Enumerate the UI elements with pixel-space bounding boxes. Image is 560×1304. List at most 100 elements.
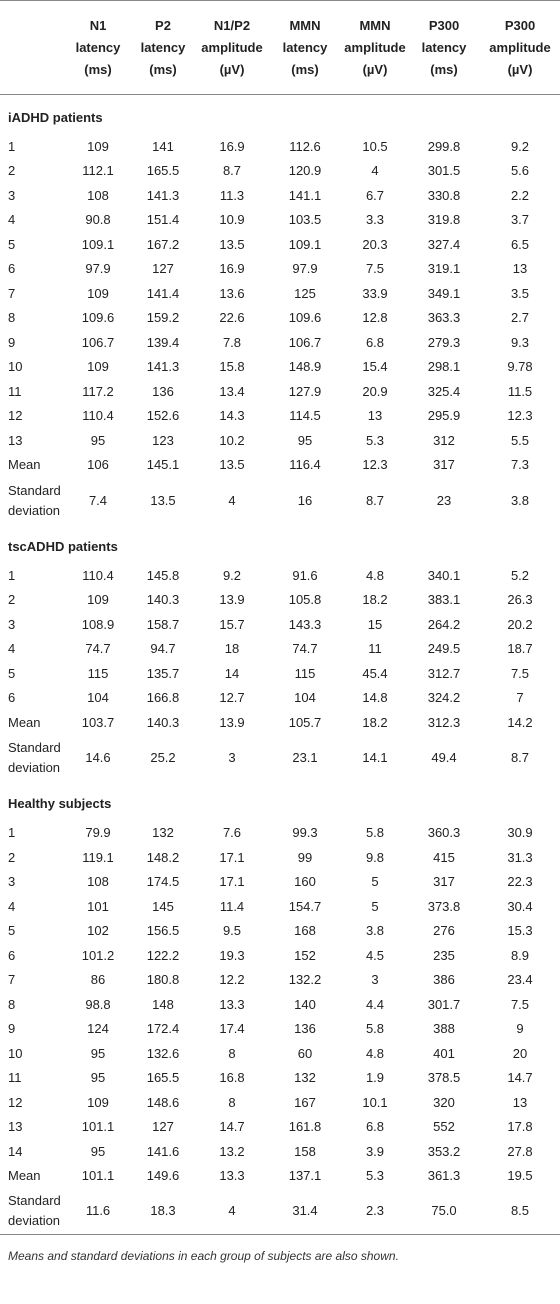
cell: 117.2 [82, 383, 114, 399]
row-label: 14 [8, 1143, 23, 1159]
column-header-line: N1/P2 [213, 17, 251, 33]
cell: 158 [294, 1143, 316, 1159]
cell: 8 [228, 1094, 236, 1110]
cell: 14.3 [219, 408, 245, 424]
cell: 327.4 [427, 236, 461, 252]
cell: 95 [90, 1143, 106, 1159]
cell: 79.9 [85, 825, 111, 841]
column-header-line: (µV) [507, 61, 533, 77]
cell: 6.8 [365, 334, 385, 350]
cell: 15 [367, 616, 383, 632]
cell: 301.7 [427, 996, 461, 1012]
cell: 16.9 [219, 261, 245, 277]
cell: 11.3 [219, 187, 245, 203]
cell: 109 [87, 592, 109, 608]
data-row: 12 110.4 152.6 14.3 114.5 13 295.9 12.3 [0, 404, 560, 429]
cell: 143.3 [288, 616, 322, 632]
cell: 18.2 [362, 714, 388, 730]
cell: 13.9 [219, 592, 245, 608]
cell: 16 [297, 492, 313, 508]
cell: 101.1 [81, 1119, 115, 1135]
cell: 3.5 [510, 285, 530, 301]
row-label: 1 [8, 567, 16, 583]
cell: 3.8 [365, 923, 385, 939]
cell: 98.8 [85, 996, 111, 1012]
cell: 7.3 [510, 457, 530, 473]
cell: 120.9 [288, 163, 322, 179]
data-row: 4 101 145 11.4 154.7 5 373.8 30.4 [0, 895, 560, 920]
column-header: P2 latency (ms) [130, 1, 196, 95]
cell: 27.8 [507, 1143, 533, 1159]
cell: 148.2 [146, 849, 180, 865]
cell: 22.3 [507, 874, 533, 890]
cell: 11.6 [85, 1203, 111, 1219]
row-label: 10 [8, 359, 23, 375]
row-label: Standard deviation [8, 1193, 61, 1229]
cell: 4.8 [365, 1045, 385, 1061]
cell: 5.2 [510, 567, 530, 583]
cell: 136 [152, 383, 174, 399]
cell: 141.3 [146, 359, 180, 375]
cell: 320 [433, 1094, 455, 1110]
row-label: 5 [8, 236, 16, 252]
row-label: 5 [8, 665, 16, 681]
data-row: Standard deviation 11.6 18.3 4 31.4 2.3 75.0 8.… [0, 1189, 560, 1235]
cell: 94.7 [150, 641, 176, 657]
column-header-line: latency [75, 39, 121, 55]
row-label: Mean [8, 457, 41, 473]
data-row: 12 109 148.6 8 167 10.1 320 13 [0, 1091, 560, 1116]
cell: 141.1 [288, 187, 322, 203]
data-row: 7 86 180.8 12.2 132.2 3 386 23.4 [0, 968, 560, 993]
data-row: 10 109 141.3 15.8 148.9 15.4 298.1 9.78 [0, 355, 560, 380]
column-header-line: P2 [155, 17, 171, 33]
cell: 4.8 [365, 567, 385, 583]
cell: 353.2 [427, 1143, 461, 1159]
cell: 9.3 [510, 334, 530, 350]
cell: 91.6 [292, 567, 318, 583]
cell: 17.8 [507, 1119, 533, 1135]
cell: 151.4 [146, 212, 180, 228]
column-header-line: (ms) [430, 61, 458, 77]
data-row: 6 101.2 122.2 19.3 152 4.5 235 8.9 [0, 944, 560, 969]
cell: 7.6 [222, 825, 242, 841]
cell: 174.5 [146, 874, 180, 890]
cell: 105.8 [288, 592, 322, 608]
data-row: 7 109 141.4 13.6 125 33.9 349.1 3.5 [0, 282, 560, 307]
cell: 127 [152, 1119, 174, 1135]
cell: 112.6 [289, 138, 321, 154]
column-header-line: (µV) [362, 61, 388, 77]
cell: 109.1 [81, 236, 115, 252]
cell: 159.2 [146, 310, 180, 326]
data-row: Mean 101.1 149.6 13.3 137.1 5.3 361.3 19.5 [0, 1164, 560, 1189]
group-row: Healthy subjects [0, 781, 560, 821]
row-label: 8 [8, 996, 16, 1012]
cell: 312.3 [427, 714, 461, 730]
column-header-line: (ms) [149, 61, 177, 77]
cell: 132.6 [146, 1045, 180, 1061]
row-label: 12 [8, 408, 23, 424]
cell: 103.7 [81, 714, 115, 730]
cell: 264.2 [427, 616, 461, 632]
cell: 3 [371, 972, 379, 988]
cell: 3.3 [365, 212, 385, 228]
cell: 8.7 [365, 492, 385, 508]
data-row: 13 101.1 127 14.7 161.8 6.8 552 17.8 [0, 1115, 560, 1140]
data-row: 6 104 166.8 12.7 104 14.8 324.2 7 [0, 686, 560, 711]
cell: 9.2 [222, 567, 242, 583]
row-label: 3 [8, 874, 16, 890]
cell: 317 [433, 457, 455, 473]
cell: 378.5 [427, 1070, 461, 1086]
row-label: 3 [8, 616, 16, 632]
cell: 119.1 [82, 849, 114, 865]
cell: 279.3 [427, 334, 461, 350]
cell: 167.2 [146, 236, 180, 252]
cell: 13.3 [219, 996, 245, 1012]
cell: 99.3 [292, 825, 318, 841]
cell: 106.7 [81, 334, 115, 350]
cell: 14.1 [362, 750, 388, 765]
cell: 552 [433, 1119, 455, 1135]
cell: 95 [297, 432, 313, 448]
cell: 5 [371, 874, 379, 890]
cell: 149.6 [146, 1168, 180, 1184]
cell: 8.9 [510, 947, 530, 963]
